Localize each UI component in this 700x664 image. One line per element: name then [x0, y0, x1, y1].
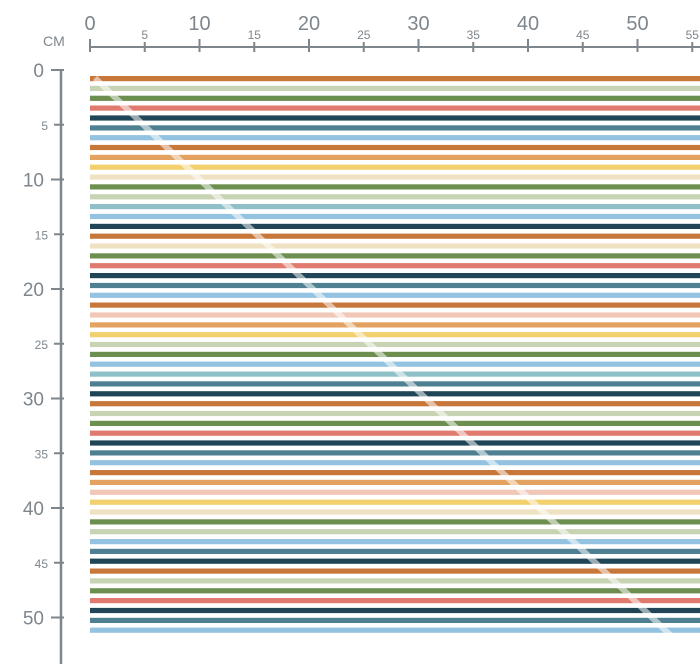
top-minor-label: 45: [576, 28, 590, 42]
fabric-stripe: [90, 154, 700, 160]
fabric-stripe: [90, 194, 700, 200]
fabric-stripe: [90, 430, 700, 436]
left-ruler: 0 10 20 30 40 50 5 15 25 35 45: [23, 61, 64, 664]
top-major-label: 50: [626, 13, 648, 35]
fabric-stripe: [90, 351, 700, 357]
watermark-diagonal: [92, 75, 700, 664]
fabric-stripe: [90, 184, 700, 190]
fabric-stripe: [90, 617, 700, 623]
fabric-stripe: [90, 371, 700, 377]
left-minor-label: 15: [35, 228, 49, 242]
top-minor-label: 5: [141, 28, 148, 42]
fabric-stripe: [90, 420, 700, 426]
fabric-stripe: [90, 243, 700, 249]
left-major-label: 40: [23, 499, 44, 520]
fabric-stripe: [90, 85, 700, 91]
fabric-stripe: [90, 322, 700, 328]
top-major-label: 10: [188, 13, 210, 35]
top-minor-label: 55: [686, 28, 700, 42]
fabric-stripe: [90, 76, 700, 82]
fabric-stripe: [90, 470, 700, 476]
fabric-stripe: [90, 332, 700, 338]
fabric-stripe: [90, 489, 700, 495]
fabric-stripe: [90, 223, 700, 229]
fabric-stripe: [90, 568, 700, 574]
fabric-stripe: [90, 144, 700, 151]
left-ruler-ticks: [51, 69, 64, 619]
fabric-stripe: [90, 539, 700, 545]
top-ruler: CM 0 10 20 30 40 50 5 15 25 35 45 55: [43, 13, 700, 52]
fabric-stripe: [90, 361, 700, 367]
fabric-stripe: [90, 282, 700, 289]
fabric-stripe: [90, 529, 700, 535]
fabric-stripe: [90, 450, 700, 456]
left-major-label: 50: [23, 609, 44, 630]
fabric-stripe: [90, 607, 700, 614]
top-major-label: 30: [407, 13, 429, 35]
fabric-stripe: [90, 263, 700, 269]
fabric-stripe: [90, 302, 700, 308]
fabric-stripe: [90, 312, 700, 318]
fabric-stripe: [90, 440, 700, 446]
fabric-stripe: [90, 273, 700, 279]
fabric-stripe: [90, 95, 700, 101]
fabric-stripe: [90, 174, 700, 180]
fabric-stripe: [90, 164, 700, 170]
top-minor-label: 15: [248, 28, 262, 42]
fabric-stripe: [90, 135, 700, 141]
fabric-stripe: [90, 292, 700, 298]
fabric-stripe: [90, 479, 700, 485]
fabric-stripe: [90, 598, 700, 604]
top-minor-label: 25: [357, 28, 371, 42]
fabric-stripe: [90, 213, 700, 220]
top-ruler-ticks: [89, 39, 694, 52]
fabric-stripe: [90, 125, 700, 131]
fabric-stripe: [90, 105, 700, 111]
fabric-stripe: [90, 341, 700, 348]
fabric-stripe: [90, 410, 700, 417]
top-major-label: 40: [517, 13, 539, 35]
top-minor-label: 35: [467, 28, 481, 42]
left-major-label: 20: [23, 280, 44, 301]
left-major-label: 10: [23, 171, 44, 192]
fabric-stripe: [90, 253, 700, 259]
fabric-stripe: [90, 558, 700, 564]
left-minor-label: 45: [35, 557, 49, 571]
left-major-label: 0: [33, 61, 44, 82]
fabric-stripe: [90, 460, 700, 466]
unit-label: CM: [43, 33, 65, 49]
left-minor-label: 35: [35, 447, 49, 461]
fabric-stripe: [90, 548, 700, 554]
fabric-stripe: [90, 391, 700, 397]
fabric-stripe: [90, 578, 700, 584]
fabric-stripe: [90, 509, 700, 515]
fabric-stripe: [90, 499, 700, 505]
fabric-stripe: [90, 381, 700, 387]
fabric-stripe: [90, 204, 700, 210]
top-major-label: 20: [298, 13, 320, 35]
fabric-stripe: [90, 519, 700, 525]
fabric-stripe: [90, 115, 700, 121]
top-major-label: 0: [84, 13, 95, 35]
fabric-stripe: [90, 233, 700, 239]
top-ruler-labels: 0 10 20 30 40 50 5 15 25 35 45 55: [84, 13, 699, 42]
fabric-stripe: [90, 588, 700, 594]
left-major-label: 30: [23, 390, 44, 411]
left-minor-label: 25: [35, 338, 49, 352]
left-ruler-labels: 0 10 20 30 40 50 5 15 25 35 45: [23, 61, 48, 630]
fabric-stripe: [90, 627, 700, 633]
fabric-stripe: [90, 401, 700, 407]
left-minor-label: 5: [41, 119, 48, 133]
